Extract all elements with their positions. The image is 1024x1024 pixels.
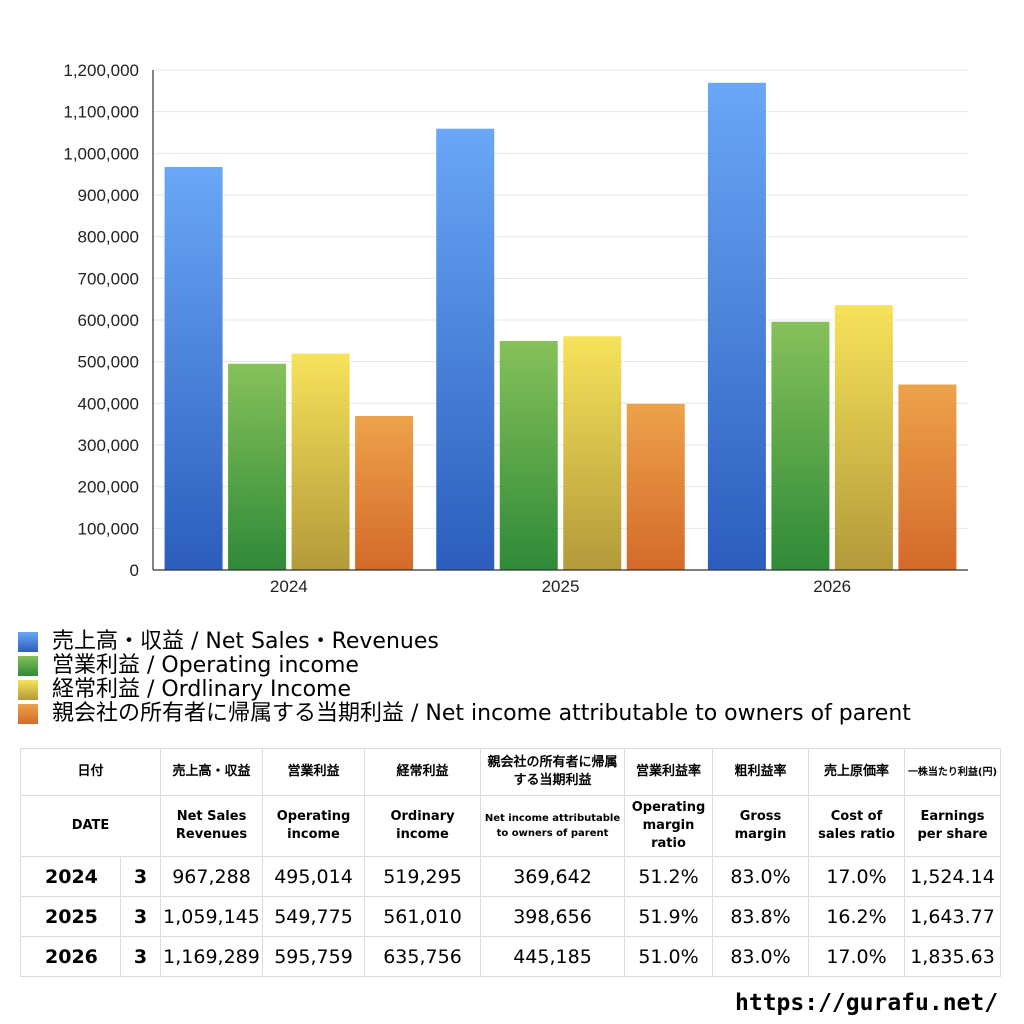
cell-eps: 1,524.14 — [904, 856, 1002, 897]
y-tick-label: 400,000 — [78, 394, 139, 413]
header-eps-jp: 一株当たり利益(円) — [904, 748, 1002, 796]
row-month: 3 — [119, 936, 162, 977]
bar-net-sales-2025 — [436, 128, 495, 571]
cell-operating-margin: 51.9% — [624, 896, 714, 937]
chart-legend: 売上高・収益 / Net Sales・Revenues 営業利益 / Opera… — [18, 630, 1018, 726]
legend-swatch-ordinary-income — [18, 680, 38, 700]
legend-label: 売上高・収益 / Net Sales・Revenues — [52, 629, 439, 654]
y-tick-label: 700,000 — [78, 269, 139, 288]
cell-operating-income: 495,014 — [262, 856, 366, 897]
header-operating-margin-jp: 営業利益率 — [624, 748, 714, 796]
bar-chart: 0 100,000 200,000 300,000 400,000 500,000 600,… — [63, 61, 968, 596]
table-row: 2026 3 1,169,289 595,759 635,756 445,185… — [20, 936, 1002, 977]
header-net-sales-jp: 売上高・収益 — [160, 748, 264, 796]
cell-operating-income: 549,775 — [262, 896, 366, 937]
cell-operating-margin: 51.0% — [624, 936, 714, 977]
cell-gross-margin: 83.0% — [712, 936, 810, 977]
y-tick-label: 0 — [130, 561, 139, 580]
row-year: 2025 — [20, 896, 121, 937]
cell-eps: 1,835.63 — [904, 936, 1002, 977]
source-url: https://gurafu.net/ — [735, 990, 999, 1016]
table-row: 2024 3 967,288 495,014 519,295 369,642 5… — [20, 856, 1002, 897]
header-row-en: DATE Net Sales Revenues Operating income… — [19, 795, 1002, 857]
cell-cost-ratio: 17.0% — [808, 936, 906, 977]
header-eps-en: Earnings per share — [904, 795, 1002, 857]
cell-ordinary-income: 561,010 — [364, 896, 482, 937]
legend-swatch-operating-income — [18, 656, 38, 676]
header-gross-margin-jp: 粗利益率 — [712, 748, 810, 796]
header-date-jp: 日付 — [19, 748, 162, 796]
legend-label: 親会社の所有者に帰属する当期利益 / Net income attributab… — [52, 701, 911, 726]
cell-net-sales: 1,059,145 — [160, 896, 264, 937]
row-month: 3 — [119, 896, 162, 937]
row-year: 2024 — [20, 856, 121, 897]
y-tick-label: 1,100,000 — [63, 103, 139, 122]
y-tick-label: 200,000 — [78, 478, 139, 497]
header-net-sales-en: Net Sales Revenues — [160, 795, 264, 857]
cell-net-income: 398,656 — [480, 896, 626, 937]
table-row: 2025 3 1,059,145 549,775 561,010 398,656… — [20, 896, 1002, 937]
cell-gross-margin: 83.0% — [712, 856, 810, 897]
header-net-income-en: Net income attributable to owners of par… — [480, 795, 626, 857]
legend-label: 経常利益 / Ordlinary Income — [52, 677, 351, 702]
legend-item-ordinary-income: 経常利益 / Ordlinary Income — [18, 678, 1018, 702]
bar-net-sales-2026 — [707, 82, 766, 570]
header-cost-ratio-jp: 売上原価率 — [808, 748, 906, 796]
y-tick-label: 800,000 — [78, 228, 139, 247]
y-tick-label: 1,000,000 — [63, 144, 139, 163]
y-tick-label: 900,000 — [78, 186, 139, 205]
bar-ordinary-income-2026 — [834, 305, 893, 570]
bar-ordinary-income-2025 — [563, 336, 622, 570]
bar-ordinary-income-2024 — [291, 353, 350, 570]
cell-cost-ratio: 16.2% — [808, 896, 906, 937]
legend-item-net-income: 親会社の所有者に帰属する当期利益 / Net income attributab… — [18, 702, 1018, 726]
y-tick-label: 500,000 — [78, 353, 139, 372]
header-operating-income-en: Operating income — [262, 795, 366, 857]
bar-net-sales-2024 — [164, 166, 223, 571]
cell-net-sales: 967,288 — [160, 856, 264, 897]
cell-eps: 1,643.77 — [904, 896, 1002, 937]
header-row-jp: 日付 売上高・収益 営業利益 経常利益 親会社の所有者に帰属する当期利益 営業利… — [19, 748, 1002, 796]
header-date-en: DATE — [19, 795, 162, 857]
cell-net-income: 445,185 — [480, 936, 626, 977]
bar-operating-income-2025 — [499, 340, 558, 570]
header-operating-income-jp: 営業利益 — [262, 748, 366, 796]
y-tick-label: 300,000 — [78, 436, 139, 455]
header-ordinary-income-en: Ordinary income — [364, 795, 482, 857]
x-tick-label: 2024 — [270, 577, 308, 596]
row-month: 3 — [119, 856, 162, 897]
cell-operating-income: 595,759 — [262, 936, 366, 977]
cell-cost-ratio: 17.0% — [808, 856, 906, 897]
bar-net-income-2025 — [626, 403, 685, 570]
y-tick-label: 600,000 — [78, 311, 139, 330]
cell-ordinary-income: 519,295 — [364, 856, 482, 897]
cell-ordinary-income: 635,756 — [364, 936, 482, 977]
legend-swatch-net-income — [18, 704, 38, 724]
legend-label: 営業利益 / Operating income — [52, 653, 359, 678]
y-tick-label: 1,200,000 — [63, 61, 139, 80]
x-tick-label: 2026 — [813, 577, 851, 596]
x-tick-label: 2025 — [542, 577, 580, 596]
bar-net-income-2026 — [898, 384, 957, 570]
legend-item-net-sales: 売上高・収益 / Net Sales・Revenues — [18, 630, 1018, 654]
bar-operating-income-2024 — [228, 363, 287, 570]
header-cost-ratio-en: Cost of sales ratio — [808, 795, 906, 857]
cell-operating-margin: 51.2% — [624, 856, 714, 897]
y-tick-label: 100,000 — [78, 519, 139, 538]
bar-operating-income-2026 — [771, 321, 830, 570]
header-operating-margin-en: Operating margin ratio — [624, 795, 714, 857]
cell-gross-margin: 83.8% — [712, 896, 810, 937]
legend-swatch-net-sales — [18, 632, 38, 652]
bar-net-income-2024 — [355, 415, 414, 570]
header-ordinary-income-jp: 経常利益 — [364, 748, 482, 796]
cell-net-sales: 1,169,289 — [160, 936, 264, 977]
financial-table: 日付 売上高・収益 営業利益 経常利益 親会社の所有者に帰属する当期利益 営業利… — [19, 748, 1002, 977]
row-year: 2026 — [20, 936, 121, 977]
cell-net-income: 369,642 — [480, 856, 626, 897]
legend-item-operating-income: 営業利益 / Operating income — [18, 654, 1018, 678]
header-gross-margin-en: Gross margin — [712, 795, 810, 857]
header-net-income-jp: 親会社の所有者に帰属する当期利益 — [480, 748, 626, 796]
